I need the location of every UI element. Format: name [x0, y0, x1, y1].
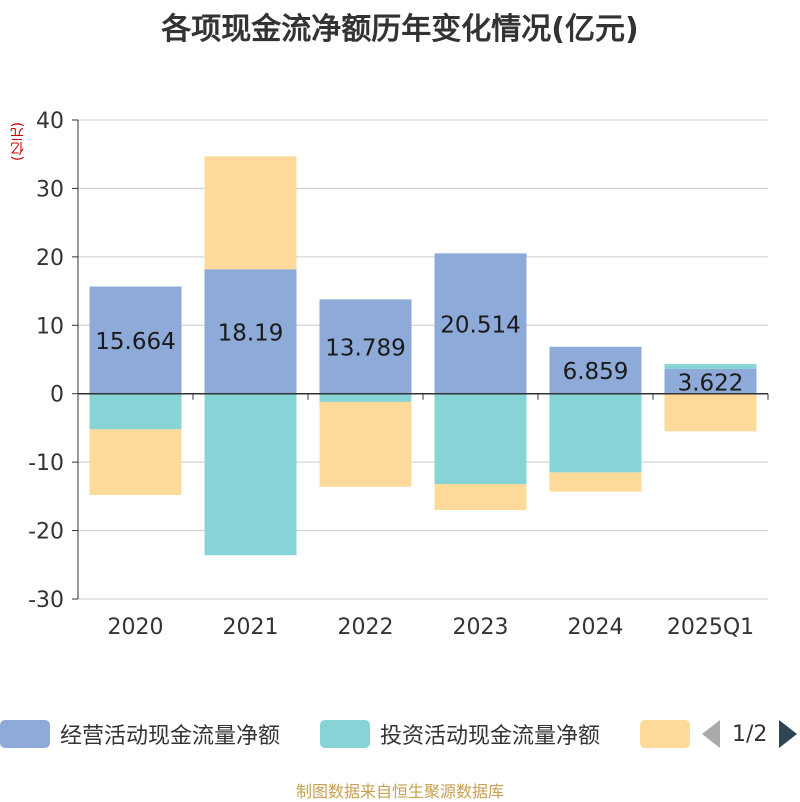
bar-financing-2024 [549, 472, 642, 492]
legend-item-operating[interactable]: 经营活动现金流量净额 [0, 716, 280, 752]
bar-operating-2023 [434, 253, 527, 394]
data-label-2021: 18.19 [218, 320, 284, 346]
bar-financing-2020 [89, 429, 182, 495]
data-label-2022: 13.789 [325, 336, 405, 362]
legend-item-investing[interactable]: 投资活动现金流量净额 [320, 716, 600, 752]
data-label-2025Q1: 3.622 [678, 370, 744, 396]
legend: 经营活动现金流量净额 投资活动现金流量净额 1/2 [0, 716, 800, 752]
y-tick-label: -10 [28, 451, 64, 476]
y-tick-label: -30 [28, 588, 64, 613]
x-tick-label: 2022 [338, 615, 394, 640]
x-tick-label: 2024 [568, 615, 624, 640]
bar-investing-2024 [549, 393, 642, 473]
bar-financing-2025Q1 [664, 393, 757, 432]
bar-investing-2021 [204, 393, 297, 556]
data-source-note: 制图数据来自恒生聚源数据库 [295, 782, 504, 801]
y-tick-label: 20 [36, 246, 64, 271]
y-tick-label: 0 [50, 383, 64, 408]
x-tick-label: 2021 [223, 615, 279, 640]
x-tick-label: 2025Q1 [667, 615, 754, 640]
bar-operating-2021 [204, 269, 297, 394]
legend-label-investing: 投资活动现金流量净额 [380, 724, 601, 749]
y-tick-label: -20 [28, 520, 64, 545]
data-label-2024: 6.859 [563, 359, 629, 385]
legend-swatch-operating [0, 720, 50, 748]
y-tick-label: 30 [36, 177, 64, 202]
data-label-2020: 15.664 [95, 329, 175, 355]
bar-financing-2023 [434, 484, 527, 511]
bar-investing-2020 [89, 393, 182, 430]
legend-next-page-icon[interactable] [779, 720, 798, 748]
legend-swatch-financing [640, 720, 690, 748]
legend-item-financing[interactable] [640, 716, 690, 752]
bar-financing-2022 [319, 401, 412, 487]
bar-operating-2024 [549, 346, 642, 394]
bar-operating-2022 [319, 299, 412, 394]
chart-title: 各项现金流净额历年变化情况(亿元) [161, 12, 639, 47]
legend-swatch-investing [320, 720, 370, 748]
x-tick-label: 2020 [108, 615, 164, 640]
y-tick-label: 10 [36, 314, 64, 339]
legend-page-indicator: 1/2 [732, 721, 768, 747]
bar-financing-2021 [204, 156, 297, 270]
legend-prev-page-icon[interactable] [702, 720, 720, 748]
legend-label-operating: 经营活动现金流量净额 [60, 724, 281, 749]
bar-operating-2025Q1 [664, 368, 757, 394]
bar-investing-2023 [434, 393, 527, 485]
bar-operating-2020 [89, 286, 182, 394]
bar-chart: 40 30 20 10 0 -10 -20 -30 15.664 2020 18.19 2021 13.… [28, 109, 769, 640]
data-label-2023: 20.514 [440, 313, 520, 339]
bar-investing-2025Q1 [664, 364, 757, 369]
x-tick-label: 2023 [453, 615, 509, 640]
legend-pager: 1/2 [702, 716, 798, 752]
bar-investing-2022 [319, 393, 412, 402]
y-tick-label: 40 [36, 109, 64, 134]
